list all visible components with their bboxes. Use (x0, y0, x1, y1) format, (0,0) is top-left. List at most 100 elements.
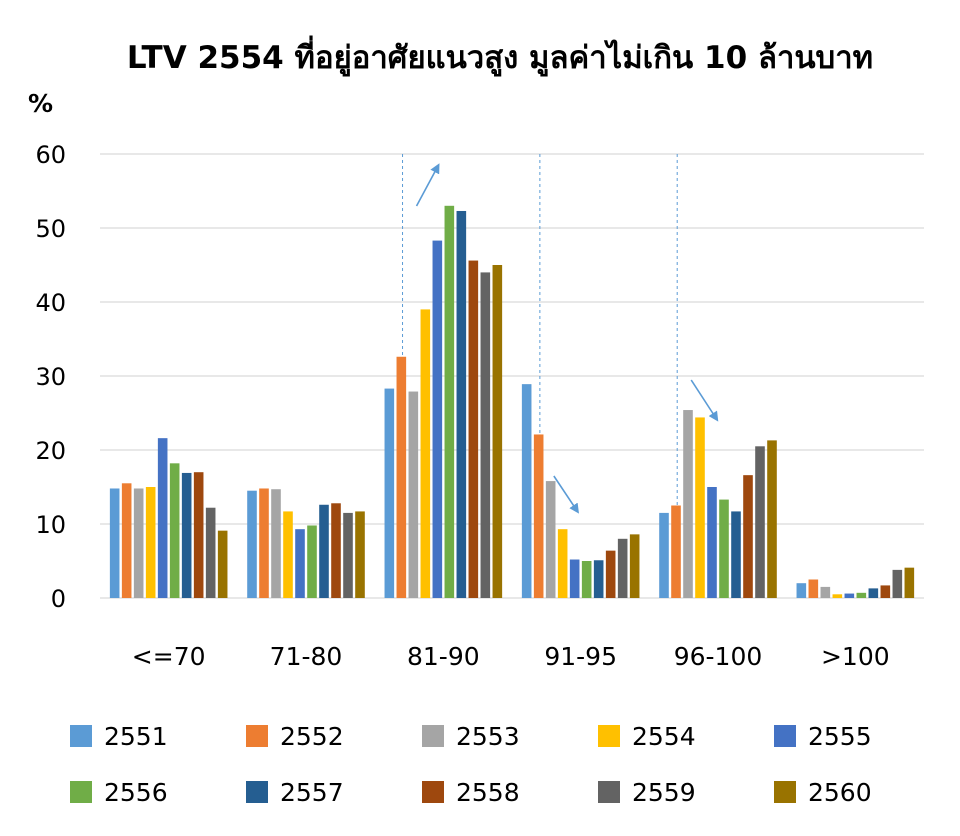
bar-2557-81-90 (456, 210, 467, 599)
bar-2553-96-100 (683, 410, 693, 598)
bar-2560->100 (904, 567, 915, 598)
bar-2557-<=70 (181, 472, 192, 598)
bar-2557-71-80 (319, 504, 329, 598)
annotations (402, 154, 719, 598)
bar-2558->100 (880, 585, 891, 598)
bar-2559-71-80 (343, 512, 353, 598)
bar-2554-<=70 (145, 487, 156, 598)
bar-2554-91-95 (557, 529, 568, 598)
x-tick-label: >100 (821, 642, 890, 671)
bar-2556-<=70 (169, 463, 180, 598)
bar-2551-81-90 (384, 388, 395, 598)
y-tick-label: 10 (35, 511, 66, 539)
bar-2551-91-95 (521, 384, 532, 598)
x-tick-label: 91-95 (544, 642, 617, 671)
legend-label-2558: 2558 (456, 778, 520, 807)
y-tick-label: 40 (35, 289, 66, 317)
legend-swatch-2560 (774, 781, 796, 803)
bar-2551-<=70 (109, 488, 120, 598)
bar-2552-<=70 (121, 483, 132, 598)
x-tick-label: <=70 (132, 642, 206, 671)
x-tick-label: 96-100 (674, 642, 763, 671)
bar-2559-81-90 (480, 272, 491, 598)
y-tick-label: 20 (35, 437, 66, 465)
bar-2560-81-90 (492, 265, 503, 598)
bar-2556-91-95 (581, 561, 592, 598)
bar-2551-96-100 (659, 512, 669, 598)
legend-label-2555: 2555 (808, 722, 872, 751)
trend-arrow-down (690, 379, 719, 422)
legend-label-2554: 2554 (632, 722, 696, 751)
bar-2559-<=70 (205, 507, 216, 598)
bar-2551-71-80 (247, 490, 257, 598)
bar-2560-<=70 (217, 530, 228, 598)
bar-2558-96-100 (743, 475, 753, 598)
bar-2552-96-100 (671, 505, 681, 598)
bar-2552-81-90 (396, 356, 407, 598)
bar-2556-81-90 (444, 205, 455, 599)
x-tick-label: 71-80 (270, 642, 343, 671)
legend-label-2557: 2557 (280, 778, 344, 807)
bar-2558-91-95 (605, 550, 616, 598)
bar-2555-71-80 (295, 529, 305, 598)
gridlines (100, 153, 924, 599)
bar-2559-96-100 (755, 446, 765, 598)
bar-2555->100 (844, 593, 855, 598)
bar-2555-91-95 (569, 559, 580, 598)
bar-2557->100 (868, 588, 879, 598)
legend-label-2559: 2559 (632, 778, 696, 807)
trend-arrow-up (415, 163, 440, 207)
bar-2556->100 (856, 592, 867, 598)
y-axis-label: % (28, 89, 53, 118)
legend-label-2551: 2551 (104, 722, 168, 751)
legend-swatch-2557 (246, 781, 268, 803)
legend-label-2553: 2553 (456, 722, 520, 751)
bar-2554-96-100 (695, 417, 705, 598)
bar-2558-81-90 (468, 260, 479, 598)
legend-swatch-2555 (774, 725, 796, 747)
bar-2559-91-95 (617, 538, 628, 598)
legend-swatch-2551 (70, 725, 92, 747)
x-axis-ticks: <=70 71-80 81-90 91-95 96-100 >100 (132, 642, 890, 671)
bar-2556-71-80 (307, 525, 317, 598)
y-axis-ticks: 0 10 20 30 40 50 60 (35, 141, 66, 613)
legend-label-2560: 2560 (808, 778, 872, 807)
chart-title: LTV 2554 ที่อยู่อาศัยแนวสูง มูลค่าไม่เกิ… (127, 35, 873, 77)
bar-2555-96-100 (707, 487, 717, 598)
bar-2552->100 (808, 579, 819, 598)
bar-2557-96-100 (731, 511, 741, 598)
bar-2553-71-80 (271, 489, 281, 598)
bar-2554-71-80 (283, 511, 293, 598)
bar-2560-96-100 (767, 440, 777, 598)
bars (109, 205, 915, 599)
bar-2551->100 (796, 583, 807, 598)
legend-label-2552: 2552 (280, 722, 344, 751)
bar-2552-71-80 (259, 488, 269, 598)
bar-2560-71-80 (355, 511, 365, 598)
bar-2558-<=70 (193, 472, 204, 598)
legend-swatch-2553 (422, 725, 444, 747)
bar-2554-81-90 (420, 309, 431, 598)
bar-2553-81-90 (408, 391, 419, 598)
bar-2558-71-80 (331, 503, 341, 598)
bar-2553->100 (820, 586, 831, 598)
bar-2552-91-95 (533, 434, 544, 598)
bar-2554->100 (832, 594, 843, 598)
bar-2555-<=70 (157, 438, 168, 598)
legend-swatch-2554 (598, 725, 620, 747)
legend: 2551 2552 2553 2554 2555 2556 2557 2558 2559 2560 (70, 722, 872, 807)
y-tick-label: 30 (35, 363, 66, 391)
bar-2556-96-100 (719, 499, 729, 598)
bar-2559->100 (892, 569, 903, 598)
legend-label-2556: 2556 (104, 778, 168, 807)
bar-2557-91-95 (593, 560, 604, 598)
bar-2553-91-95 (545, 481, 556, 598)
trend-arrow-down (553, 475, 579, 514)
y-tick-label: 0 (51, 585, 66, 613)
y-tick-label: 60 (35, 141, 66, 169)
legend-swatch-2559 (598, 781, 620, 803)
legend-swatch-2552 (246, 725, 268, 747)
bar-2553-<=70 (133, 488, 144, 598)
bar-2560-91-95 (629, 534, 640, 598)
